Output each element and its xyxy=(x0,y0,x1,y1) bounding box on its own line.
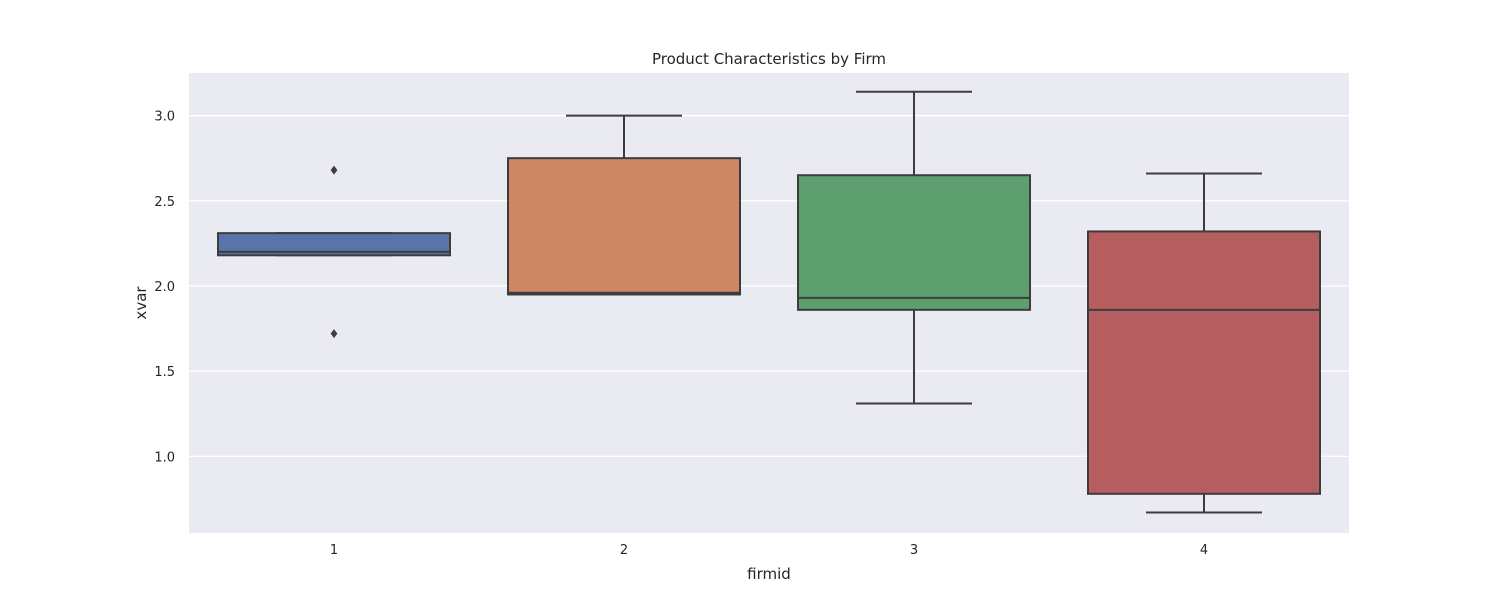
box-3 xyxy=(797,90,1031,405)
box-2 xyxy=(507,114,741,296)
x-axis-label: firmid xyxy=(747,565,791,583)
y-tick-label: 1.5 xyxy=(154,365,175,380)
outlier-point xyxy=(330,329,338,339)
box-4 xyxy=(1087,172,1321,514)
x-tick-labels: 1 2 3 4 xyxy=(330,543,1208,558)
chart-title: Product Characteristics by Firm xyxy=(652,50,886,68)
y-tick-label: 3.0 xyxy=(154,110,175,125)
box-iqr xyxy=(217,232,451,257)
boxes xyxy=(217,90,1321,514)
y-tick-labels: 1.0 1.5 2.0 2.5 3.0 xyxy=(154,110,175,466)
y-tick-label: 2.0 xyxy=(154,280,175,295)
outlier-point xyxy=(330,165,338,175)
y-axis-label: xvar xyxy=(132,286,150,320)
x-tick-label: 3 xyxy=(910,543,918,558)
box-iqr xyxy=(1087,230,1321,495)
x-tick-label: 1 xyxy=(330,543,338,558)
y-tick-label: 1.0 xyxy=(154,450,175,465)
box-1 xyxy=(217,165,451,339)
box-iqr xyxy=(507,157,741,296)
box-iqr xyxy=(797,174,1031,311)
y-tick-label: 2.5 xyxy=(154,195,175,210)
x-tick-label: 4 xyxy=(1200,543,1208,558)
x-tick-label: 2 xyxy=(620,543,628,558)
